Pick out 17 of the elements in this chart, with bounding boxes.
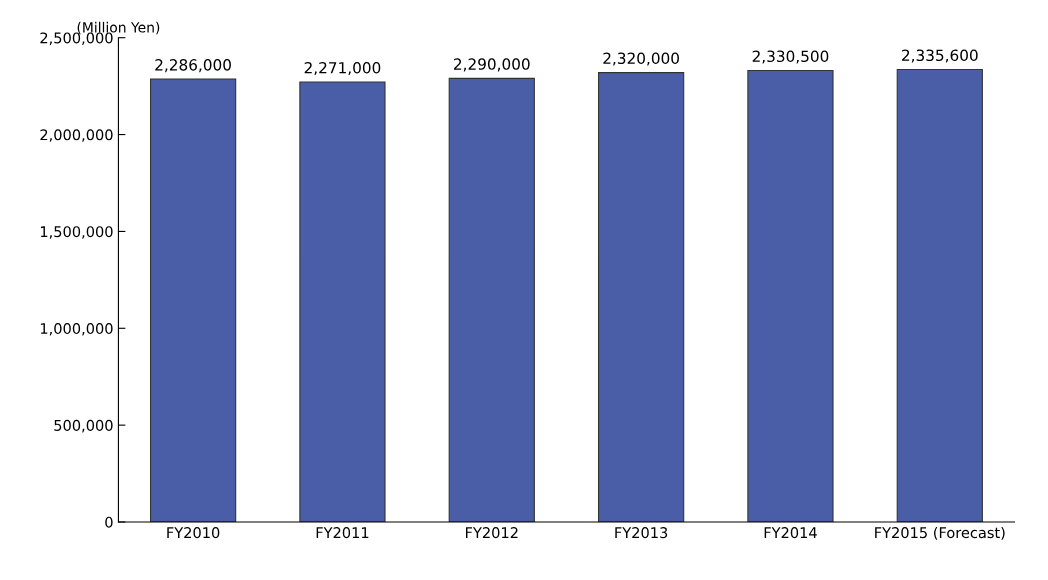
y-tick-label: 0 bbox=[105, 516, 113, 528]
data-label: 2,335,600 bbox=[902, 49, 978, 63]
y-tick-label: 1,500,000 bbox=[40, 226, 113, 239]
y-tick-label: 2,000,000 bbox=[40, 129, 113, 142]
data-label: 2,330,500 bbox=[752, 50, 829, 64]
x-tick-label: FY2011 bbox=[316, 527, 369, 539]
data-label: 2,290,000 bbox=[454, 58, 530, 72]
x-tick-label: FY2013 bbox=[615, 527, 668, 539]
data-label: 2,286,000 bbox=[155, 59, 231, 73]
data-label: 2,271,000 bbox=[304, 61, 381, 76]
y-tick-label: 500,000 bbox=[54, 419, 113, 433]
x-tick-label: FY2015 (Forecast) bbox=[875, 526, 1005, 540]
x-tick-label: FY2014 bbox=[764, 527, 817, 539]
data-label: 2,320,000 bbox=[603, 52, 679, 66]
x-tick-label: FY2012 bbox=[466, 527, 518, 539]
x-tick-label: FY2010 bbox=[167, 527, 220, 539]
y-tick-label: 1,000,000 bbox=[40, 323, 113, 336]
